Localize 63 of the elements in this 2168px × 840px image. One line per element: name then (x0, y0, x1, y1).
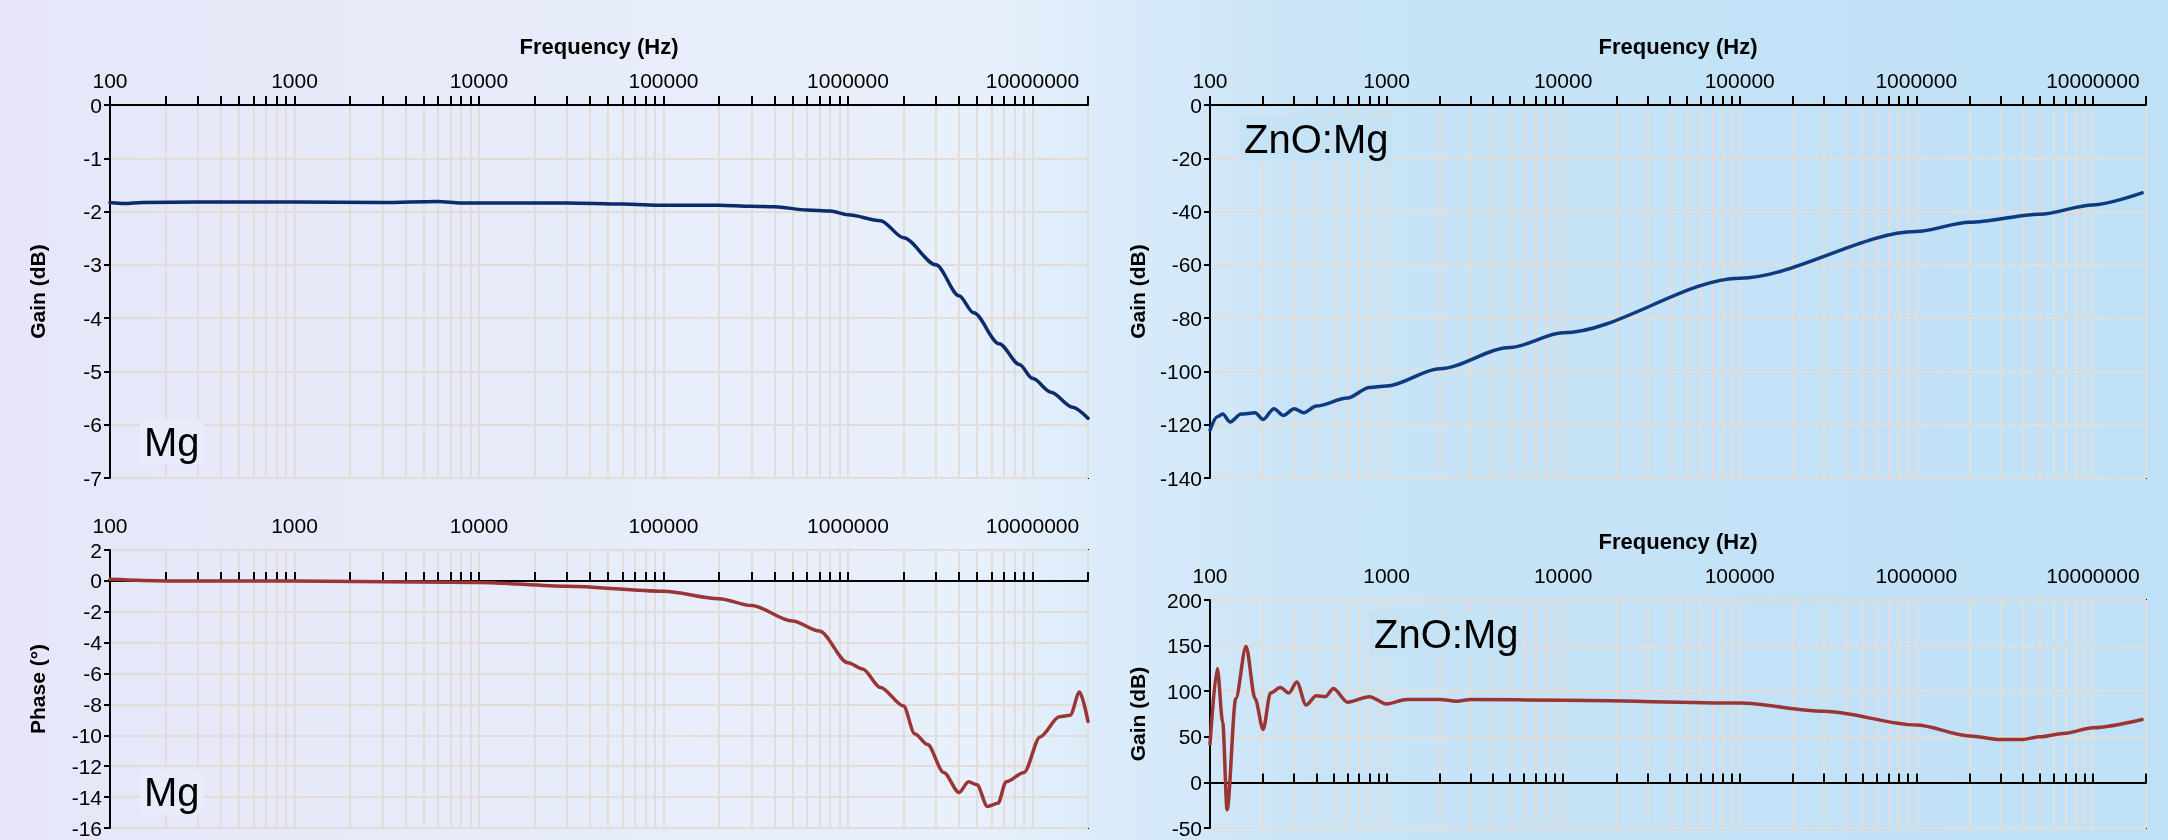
y-tick-label: -5 (83, 359, 102, 383)
y-tick-label: -2 (83, 200, 102, 224)
y-tick-label: 0 (1190, 93, 1202, 117)
y-tick-label: -3 (83, 253, 102, 277)
y-tick-label: -1 (83, 146, 102, 170)
x-tick-label: 10000 (1533, 564, 1593, 587)
y-tick-label: -50 (1171, 816, 1202, 840)
x-tick-label: 1000 (271, 514, 318, 537)
y-tick-label: 200 (1166, 588, 1202, 612)
x-tick-label: 100000 (628, 514, 699, 537)
y-tick-label: -4 (83, 306, 103, 330)
y-tick-label: 2 (90, 538, 102, 562)
annotation: Mg (144, 770, 200, 814)
y-axis-title: Gain (dB) (1126, 666, 1149, 762)
x-tick-label: 10000000 (2046, 69, 2140, 92)
y-axis-title: Gain (dB) (1126, 244, 1149, 339)
y-tick-label: -12 (71, 754, 102, 778)
x-tick-label: 1000000 (1875, 564, 1958, 587)
y-tick-label: 50 (1178, 725, 1202, 749)
x-axis-title: Frequency (Hz) (1598, 33, 1758, 59)
x-tick-label: 100000 (1704, 564, 1775, 587)
y-tick-label: -6 (83, 662, 102, 686)
y-tick-label: 100 (1166, 679, 1202, 703)
annotation: ZnO:Mg (1244, 117, 1389, 161)
x-tick-label: 1000000 (807, 514, 889, 537)
x-tick-label: 1000000 (1875, 69, 1958, 92)
x-axis-title: Frequency (Hz) (1598, 528, 1758, 554)
y-tick-label: -7 (83, 466, 102, 490)
y-tick-label: -6 (83, 413, 102, 437)
x-tick-label: 10000 (1533, 69, 1593, 92)
x-tick-label: 100000 (1704, 69, 1775, 92)
y-axis-title: Phase (°) (26, 643, 49, 735)
y-tick-label: -2 (83, 600, 102, 624)
x-tick-label: 100000 (628, 69, 699, 92)
y-tick-label: 0 (90, 569, 102, 593)
x-tick-label: 1000 (1363, 69, 1410, 92)
x-tick-label: 1000000 (807, 69, 889, 92)
y-tick-label: -8 (83, 692, 102, 716)
x-tick-label: 10000 (449, 69, 509, 92)
y-tick-label: -140 (1159, 466, 1202, 490)
annotation: Mg (144, 420, 200, 464)
y-tick-label: -120 (1159, 413, 1202, 437)
y-tick-label: -16 (71, 816, 102, 840)
y-tick-label: -10 (71, 723, 102, 747)
x-tick-label: 10000000 (985, 69, 1080, 92)
x-tick-label: 10000 (449, 514, 509, 537)
y-tick-label: -40 (1171, 200, 1202, 224)
y-tick-label: -60 (1171, 253, 1202, 277)
x-tick-label: 10000000 (985, 514, 1080, 537)
x-tick-label: 1000 (1363, 564, 1410, 587)
x-tick-label: 1000 (271, 69, 318, 92)
y-tick-label: -14 (71, 785, 103, 809)
y-tick-label: 0 (1190, 770, 1202, 794)
y-axis-title: Gain (dB) (26, 244, 49, 339)
y-tick-label: 150 (1166, 634, 1202, 658)
y-tick-label: -100 (1159, 359, 1202, 383)
y-tick-label: -4 (83, 631, 103, 655)
x-tick-label: 10000000 (2046, 564, 2140, 587)
x-axis-title: Frequency (Hz) (519, 33, 679, 59)
annotation: ZnO:Mg (1374, 612, 1519, 656)
y-tick-label: 0 (90, 93, 102, 117)
y-tick-label: -80 (1171, 306, 1202, 330)
y-tick-label: -20 (1171, 146, 1202, 170)
